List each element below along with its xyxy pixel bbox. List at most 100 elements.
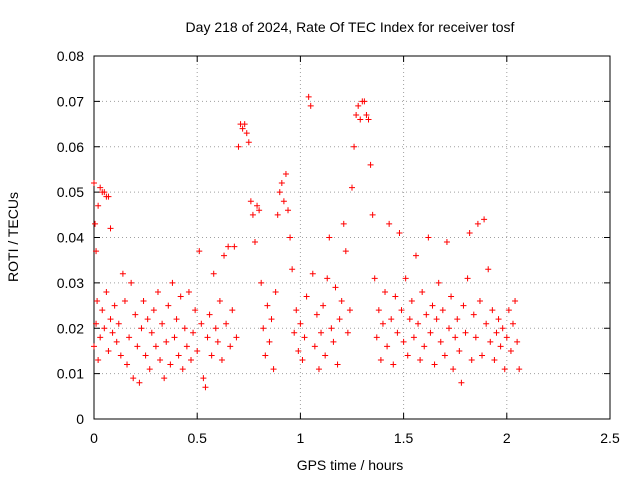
data-point	[446, 325, 453, 332]
data-point	[474, 220, 481, 227]
data-point	[165, 302, 172, 309]
data-point	[130, 375, 137, 382]
data-point	[107, 225, 114, 232]
data-point	[365, 116, 372, 123]
data-point	[311, 343, 318, 350]
data-point	[499, 325, 506, 332]
data-point	[105, 193, 112, 200]
data-point	[384, 343, 391, 350]
data-point	[303, 293, 310, 300]
x-tick-label: 2.5	[600, 430, 620, 446]
data-point	[355, 102, 362, 109]
data-point	[425, 234, 432, 241]
data-point	[101, 189, 108, 196]
data-point	[408, 298, 415, 305]
data-point	[92, 220, 99, 227]
data-point	[392, 293, 399, 300]
data-point	[379, 320, 386, 327]
data-point	[190, 329, 197, 336]
data-point	[371, 275, 378, 282]
data-point	[183, 343, 190, 350]
data-point	[285, 207, 292, 214]
data-point	[198, 320, 205, 327]
data-point	[227, 343, 234, 350]
data-point	[249, 211, 256, 218]
data-point	[136, 379, 143, 386]
data-point	[132, 311, 139, 318]
y-tick-label: 0.03	[57, 275, 84, 291]
data-point	[410, 334, 417, 341]
data-point	[204, 334, 211, 341]
data-point	[103, 288, 110, 295]
data-point	[338, 298, 345, 305]
data-point	[421, 343, 428, 350]
data-point	[94, 298, 101, 305]
data-point	[167, 361, 174, 368]
data-point	[441, 352, 448, 359]
data-point	[216, 298, 223, 305]
data-point	[330, 338, 337, 345]
data-point	[472, 334, 479, 341]
data-point	[247, 198, 254, 205]
data-point	[491, 357, 498, 364]
data-point	[268, 316, 275, 323]
data-point	[349, 184, 355, 191]
data-point	[212, 325, 219, 332]
data-point	[95, 202, 102, 209]
data-point	[173, 316, 180, 323]
data-point	[324, 275, 331, 282]
data-point	[315, 366, 322, 373]
data-point	[301, 334, 308, 341]
data-point	[346, 307, 353, 314]
data-point	[481, 216, 488, 223]
data-point	[241, 121, 248, 128]
data-point	[140, 298, 147, 305]
data-points	[91, 93, 523, 391]
data-point	[501, 366, 508, 373]
data-point	[128, 279, 135, 286]
data-point	[179, 366, 186, 373]
data-point	[148, 329, 155, 336]
data-point	[322, 352, 329, 359]
data-point	[121, 298, 128, 305]
y-tick-label: 0.01	[57, 366, 84, 382]
data-point	[456, 347, 463, 354]
data-point	[468, 357, 475, 364]
data-point	[134, 343, 141, 350]
data-point	[154, 288, 161, 295]
data-point	[398, 307, 405, 314]
data-point	[493, 329, 500, 336]
data-point	[419, 288, 426, 295]
data-point	[157, 357, 164, 364]
data-point	[404, 352, 411, 359]
data-point	[152, 343, 159, 350]
data-point	[97, 334, 104, 341]
data-point	[119, 270, 126, 277]
data-point	[282, 170, 289, 177]
x-tick-label: 1.5	[394, 430, 414, 446]
data-point	[144, 316, 151, 323]
data-point	[375, 307, 382, 314]
data-point	[423, 311, 430, 318]
data-point	[287, 234, 294, 241]
data-point	[177, 293, 184, 300]
data-point	[305, 93, 312, 100]
data-point	[367, 161, 374, 168]
data-point	[188, 357, 195, 364]
data-point	[159, 320, 166, 327]
data-point	[266, 338, 273, 345]
data-point	[406, 316, 413, 323]
data-point	[320, 302, 327, 309]
data-point	[332, 284, 339, 291]
y-axis: 0 0.01 0.02 0.03 0.04 0.05 0.06 0.07 0.08	[57, 48, 610, 427]
data-point	[479, 352, 486, 359]
data-point	[512, 298, 519, 305]
data-point	[171, 334, 178, 341]
data-point	[462, 329, 469, 336]
data-point	[431, 361, 438, 368]
data-point	[353, 111, 360, 118]
x-tick-label: 1	[297, 430, 305, 446]
data-point	[470, 311, 477, 318]
data-point	[340, 220, 347, 227]
data-point	[318, 329, 325, 336]
